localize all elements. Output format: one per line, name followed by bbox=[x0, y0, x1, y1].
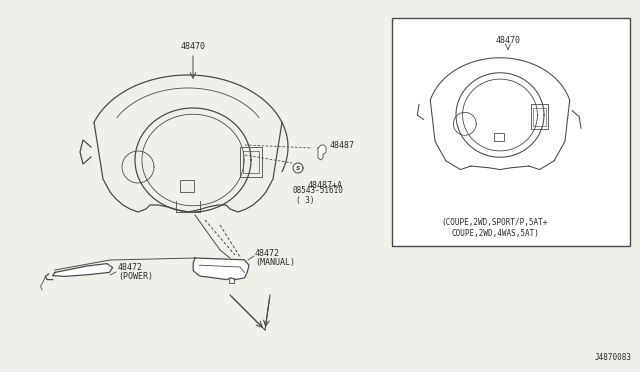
Text: 48472: 48472 bbox=[255, 248, 280, 257]
Text: (MANUAL): (MANUAL) bbox=[255, 257, 295, 266]
Polygon shape bbox=[52, 264, 113, 276]
Bar bbox=[240, 147, 262, 177]
Bar bbox=[494, 132, 504, 141]
Text: S: S bbox=[296, 166, 300, 170]
Polygon shape bbox=[193, 258, 249, 280]
Text: 48487: 48487 bbox=[330, 141, 355, 150]
Text: 48472: 48472 bbox=[118, 263, 143, 273]
Text: 08543-51610: 08543-51610 bbox=[293, 186, 344, 195]
Text: 48470: 48470 bbox=[495, 36, 520, 45]
Bar bbox=[180, 180, 194, 192]
Bar bbox=[533, 108, 546, 126]
Text: 48487+A: 48487+A bbox=[308, 180, 343, 189]
Text: J4870083: J4870083 bbox=[595, 353, 632, 362]
Polygon shape bbox=[318, 145, 326, 160]
Text: (POWER): (POWER) bbox=[118, 273, 153, 282]
Text: 48470: 48470 bbox=[180, 42, 205, 51]
Text: ( 3): ( 3) bbox=[296, 196, 314, 205]
Text: COUPE,2WD,4WAS,5AT): COUPE,2WD,4WAS,5AT) bbox=[451, 229, 539, 238]
Bar bbox=[392, 18, 630, 246]
Text: (COUPE,2WD,SPORT/P,5AT+: (COUPE,2WD,SPORT/P,5AT+ bbox=[442, 218, 548, 227]
Bar bbox=[531, 105, 548, 129]
Bar bbox=[243, 151, 259, 173]
